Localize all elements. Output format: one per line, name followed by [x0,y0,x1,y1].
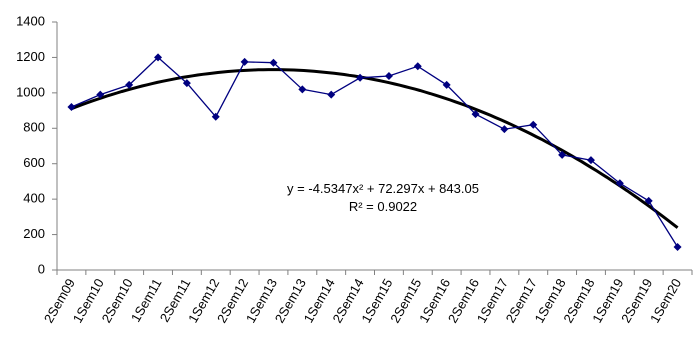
data-point [644,196,653,205]
data-point [586,156,595,165]
data-point [471,110,480,119]
data-point [96,90,105,99]
y-tick-label: 800 [23,120,45,135]
y-tick-label: 400 [23,191,45,206]
data-point [356,73,365,82]
x-axis-ticks: 2Sem091Sem102Sem101Sem112Sem111Sem122Sem… [41,270,693,325]
trendline-equation: y = -4.5347x² + 72.297x + 843.05 [287,181,479,196]
data-point [298,85,307,94]
data-point [240,57,249,66]
trendline [70,68,679,229]
y-tick-label: 1400 [16,13,45,28]
y-tick-label: 1000 [16,84,45,99]
data-point [413,62,422,71]
data-point [529,120,538,129]
data-point [67,103,76,112]
axes [56,22,692,271]
y-tick-label: 600 [23,155,45,170]
y-tick-label: 200 [23,226,45,241]
data-point [615,179,624,188]
y-tick-label: 0 [38,261,45,276]
data-point [182,79,191,88]
data-point [211,112,220,121]
data-point [327,90,336,99]
data-point [269,58,278,67]
y-tick-label: 1200 [16,49,45,64]
y-axis-ticks: 0 200 400 600 800 1000 1200 1400 [16,13,57,276]
data-point [154,53,163,62]
series-markers [67,53,682,251]
data-point [558,150,567,159]
data-point [125,80,134,89]
data-point [673,242,682,251]
trendline-r2: R² = 0.9022 [349,199,417,214]
data-point [500,125,509,134]
data-point [384,72,393,81]
data-point [442,80,451,89]
series-line [71,56,679,248]
